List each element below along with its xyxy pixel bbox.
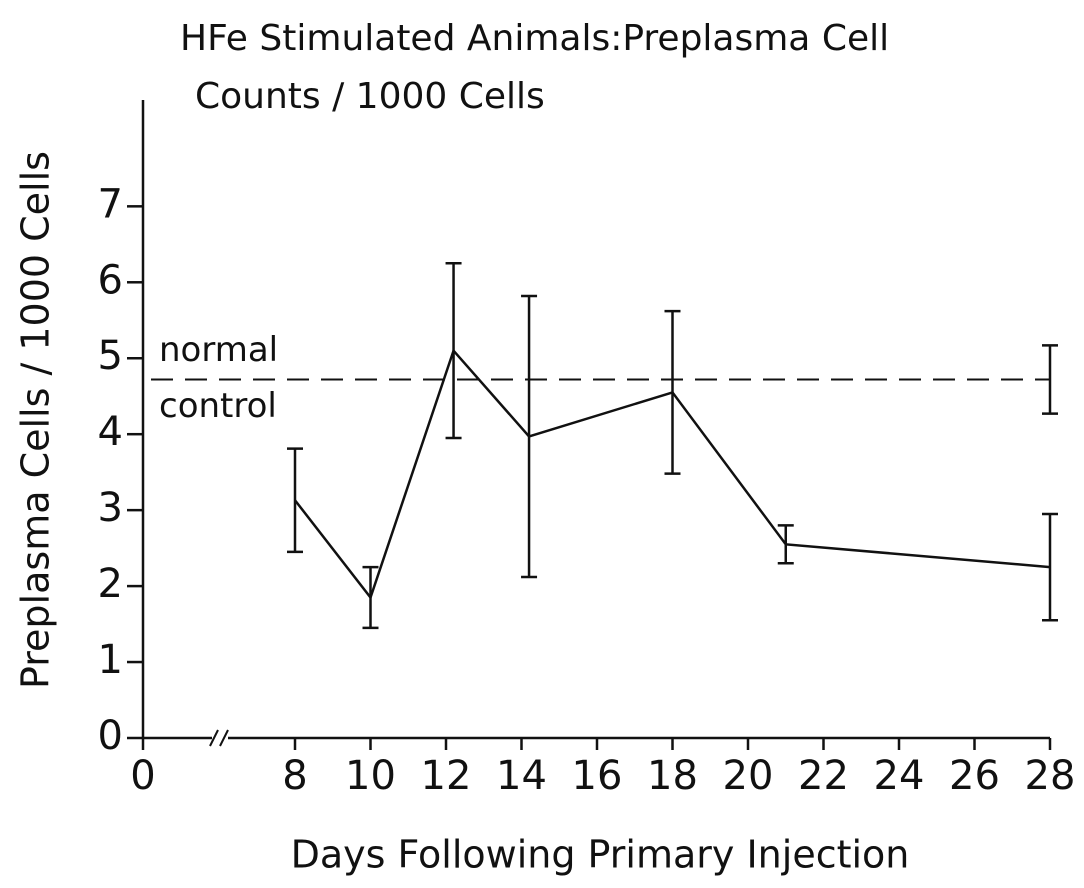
y-tick-label: 5 [98, 333, 123, 379]
reference-label: normal [159, 330, 278, 370]
error-bar [287, 447, 303, 554]
y-tick-label: 0 [98, 713, 123, 759]
x-tick-label: 12 [421, 753, 472, 799]
error-bar [1042, 344, 1058, 415]
y-tick-label: 6 [98, 257, 123, 303]
x-tick-label: 26 [949, 753, 1000, 799]
y-tick-label: 2 [98, 561, 123, 607]
error-bar [1042, 512, 1058, 622]
x-tick-label: 22 [798, 753, 849, 799]
reference-label: control [159, 386, 277, 426]
y-tick-label: 3 [98, 485, 123, 531]
x-tick-label: 20 [723, 753, 774, 799]
x-tick-label: 0 [130, 753, 155, 799]
axis-break [209, 729, 229, 747]
error-bar [362, 565, 379, 630]
x-axis-label: Days Following Primary Injection [291, 833, 910, 877]
error-bar [664, 309, 681, 475]
y-axis-label: Preplasma Cells / 1000 Cells [14, 151, 58, 689]
y-tick-label: 1 [98, 637, 123, 683]
chart-title: Counts / 1000 Cells [195, 76, 545, 117]
x-tick-label: 18 [647, 753, 698, 799]
x-tick-label: 14 [496, 753, 547, 799]
x-tick-label: 16 [572, 753, 623, 799]
y-tick-label: 4 [98, 409, 123, 455]
x-tick-label: 24 [874, 753, 925, 799]
y-tick-label: 7 [98, 181, 123, 227]
error-bar [777, 524, 794, 565]
x-tick-label: 28 [1025, 753, 1076, 799]
error-bar [521, 294, 538, 579]
error-bar [445, 262, 462, 440]
x-tick-label: 10 [345, 753, 396, 799]
x-tick-label: 8 [282, 753, 307, 799]
chart-title: HFe Stimulated Animals:Preplasma Cell [180, 18, 889, 59]
